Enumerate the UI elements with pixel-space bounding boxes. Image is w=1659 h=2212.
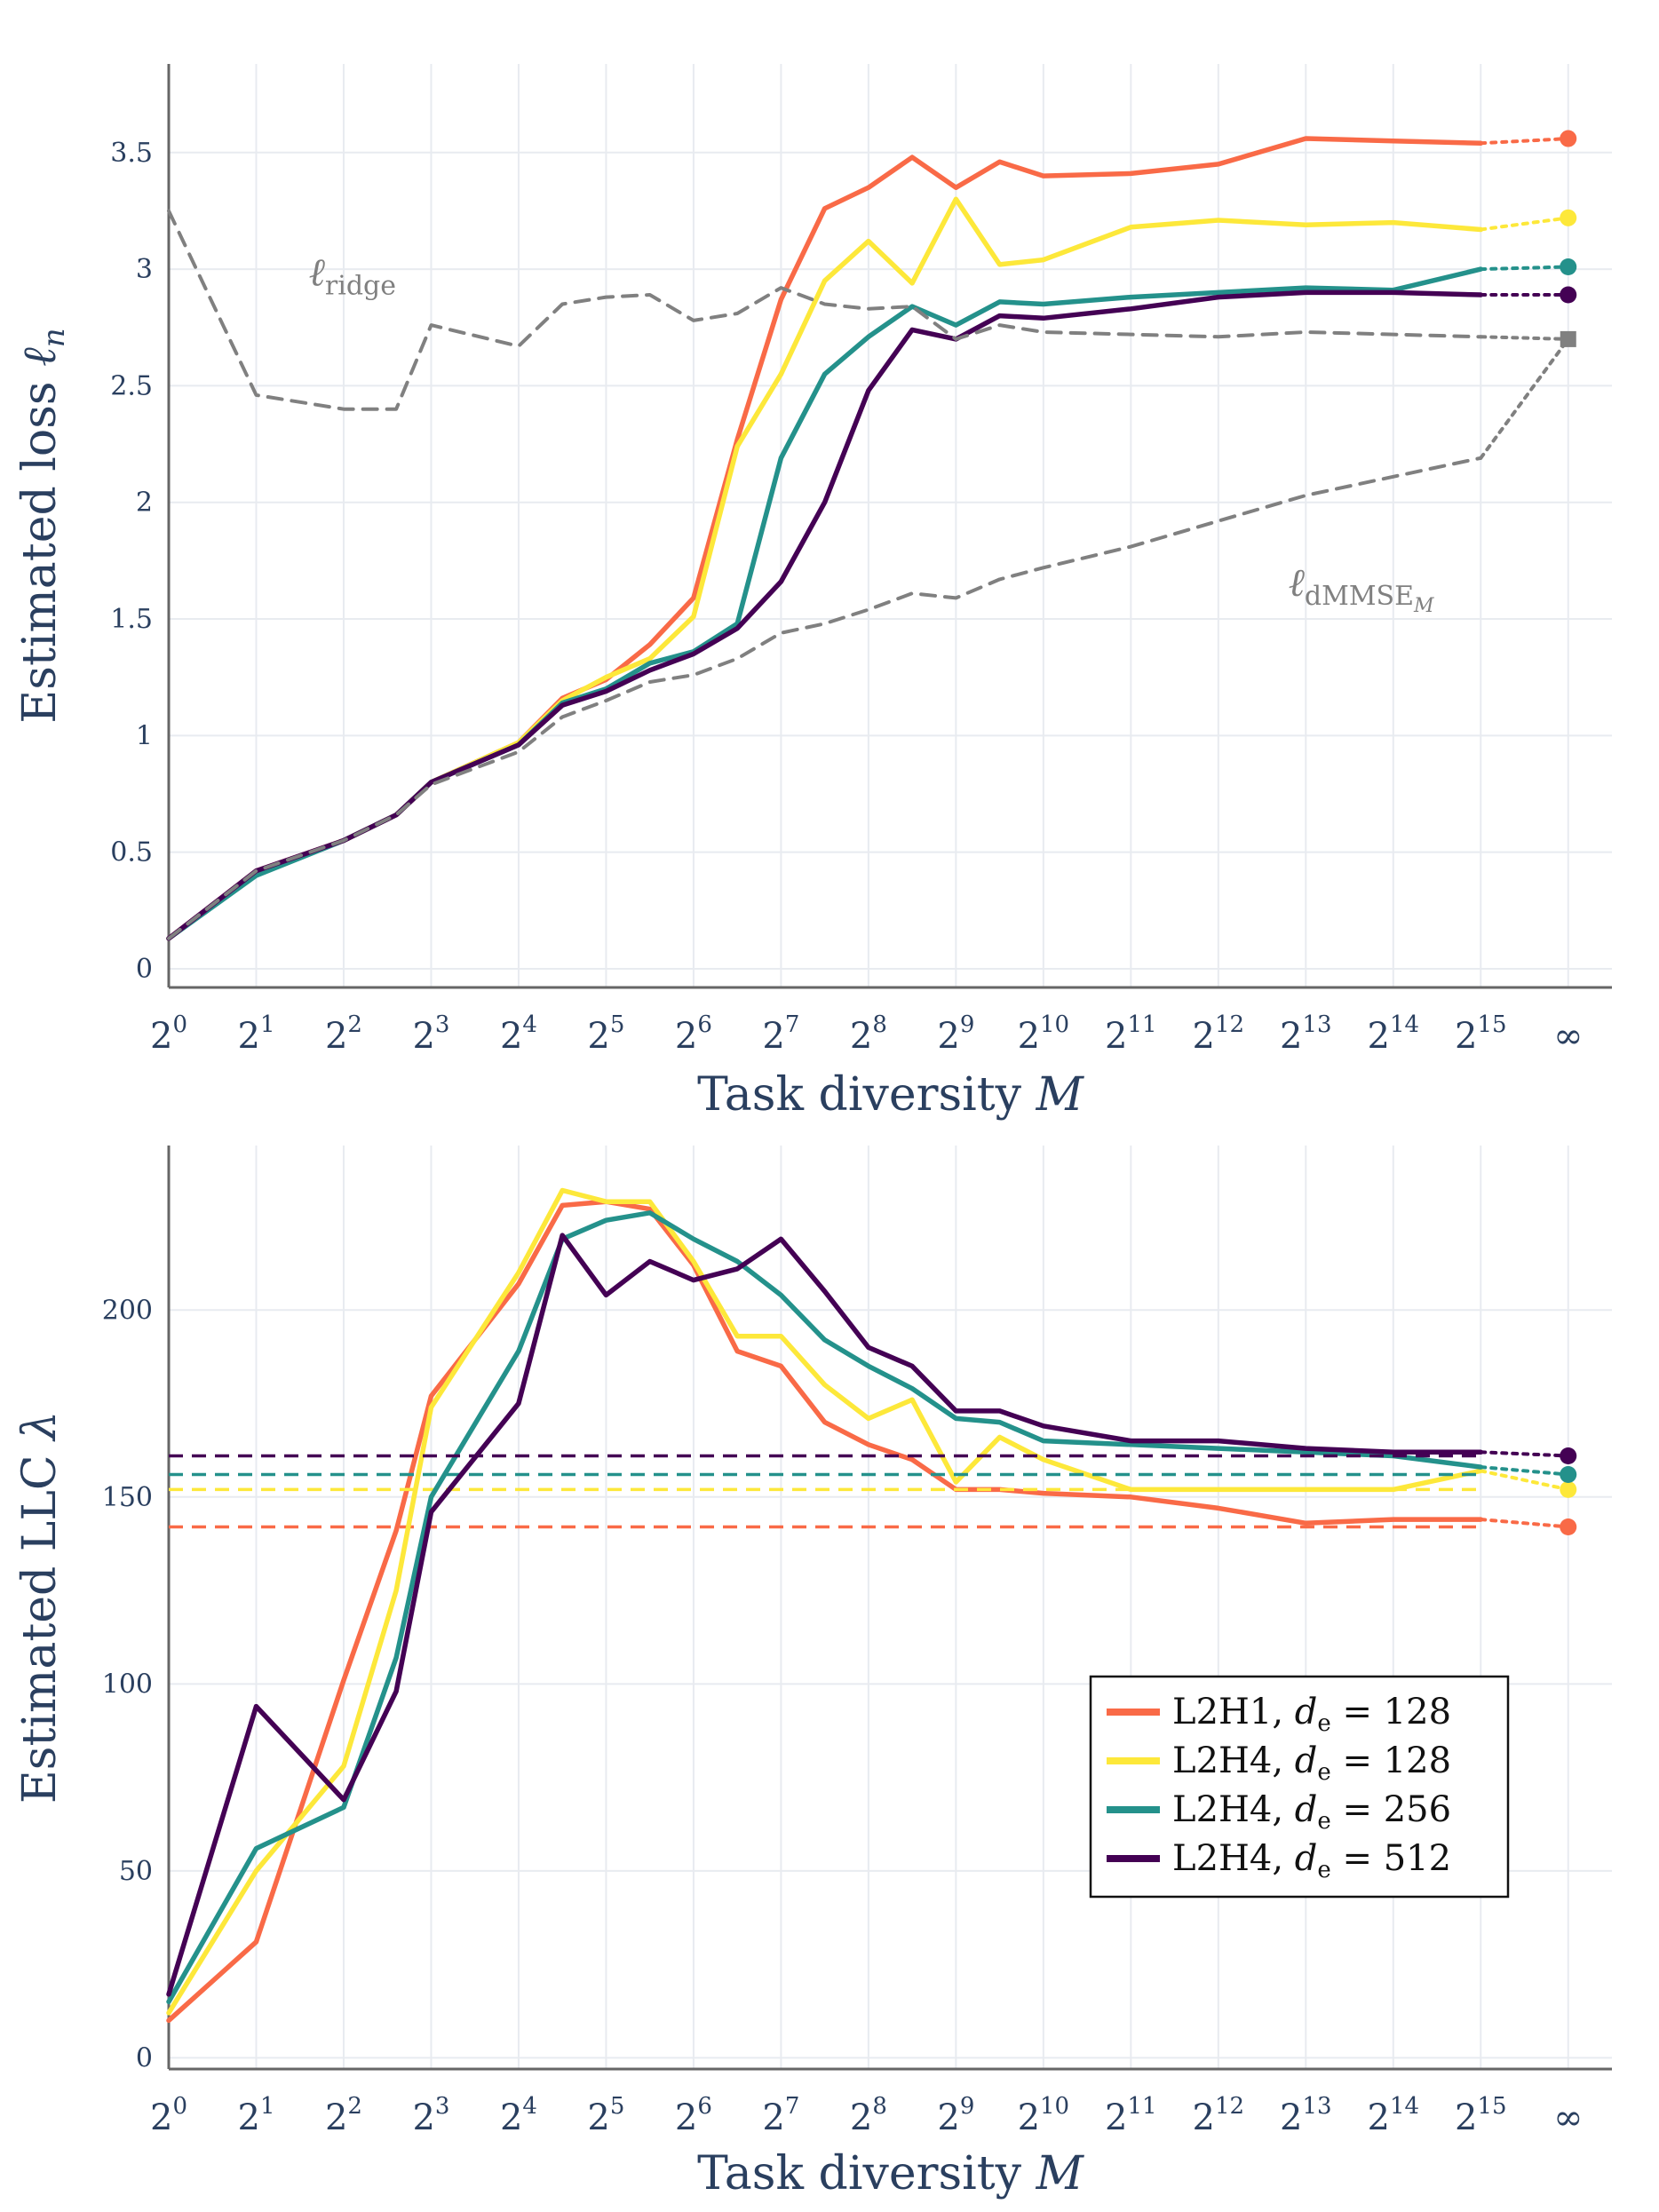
limit-marker (1560, 1480, 1577, 1498)
x-tick-label: 22 (325, 2093, 362, 2138)
y-axis-title: Estimated LLC λ (13, 1411, 67, 1804)
x-tick-label: 25 (587, 1011, 624, 1057)
y-tick-label: 3 (136, 254, 153, 285)
x-tick-label: 26 (675, 2093, 712, 2138)
x-tick-label: 215 (1455, 2093, 1507, 2138)
y-tick-label: 200 (102, 1295, 153, 1326)
x-tick-label: 213 (1280, 2093, 1332, 2138)
y-tick-label: 3.5 (110, 138, 153, 169)
llc-panel: 0 50 100 150 200 20 21 22 23 24 25 26 27 28 29 210 211 21… (13, 1146, 1612, 2200)
x-tick-label: 213 (1280, 1011, 1332, 1057)
x-tick-label: 26 (675, 1011, 712, 1057)
x-tick-label: 20 (150, 2093, 187, 2138)
limit-marker (1560, 258, 1577, 275)
x-tick-label: 27 (762, 2093, 799, 2138)
gridlines (168, 1146, 1612, 2069)
x-tick-label: ∞ (1553, 1016, 1583, 1057)
y-tick-label: 1 (136, 720, 153, 751)
y-tick-label: 0 (136, 954, 153, 985)
limit-marker (1560, 286, 1577, 304)
y-tick-label: 100 (102, 1669, 153, 1700)
dmmse-label: ℓdMMSEM (1289, 560, 1434, 617)
limit-extension (1479, 1469, 1570, 1492)
y-tick-label: 2 (136, 488, 153, 519)
gridlines (168, 64, 1612, 987)
y-tick-label: 0.5 (110, 837, 153, 868)
legend-label: L2H4, de = 256 (1172, 1789, 1451, 1835)
series-line (167, 456, 1483, 940)
limit-marker (1560, 209, 1577, 226)
y-axis-title: Estimated loss ℓn (13, 328, 72, 723)
limit-extension (1479, 1465, 1570, 1477)
limit-marker (1560, 1447, 1577, 1464)
ridge-label: ℓridge (309, 250, 396, 301)
legend-label: L2H4, de = 512 (1172, 1838, 1451, 1883)
x-tick-label: 211 (1105, 1011, 1157, 1057)
x-tick-label: 210 (1018, 1011, 1070, 1057)
series-line (166, 1187, 1484, 2016)
x-tick-label: 214 (1368, 1011, 1420, 1057)
series-line (166, 1233, 1484, 1997)
x-tick-label: 21 (237, 1011, 274, 1057)
x-axis-title: Task diversity M (697, 1068, 1084, 1122)
y-tick-label: 2.5 (110, 370, 153, 401)
legend-label: L2H1, de = 128 (1172, 1692, 1451, 1737)
x-tick-label: 28 (850, 2093, 887, 2138)
limit-extension (1479, 137, 1570, 146)
limit-extension (1479, 216, 1570, 232)
series-group (166, 1187, 1577, 2024)
y-tick-label: 1.5 (110, 604, 153, 635)
limit-extension (1479, 265, 1570, 272)
x-tick-label: 212 (1193, 1011, 1245, 1057)
series-group (166, 130, 1577, 941)
limit-marker (1560, 1466, 1577, 1484)
x-tick-label: 25 (587, 2093, 624, 2138)
x-tick-label: 210 (1018, 2093, 1070, 2138)
x-tick-label: 29 (937, 1011, 974, 1057)
series-line (166, 1199, 1484, 2024)
series-line (167, 209, 1483, 411)
x-axis-title: Task diversity M (697, 2147, 1084, 2200)
limit-extension (1479, 337, 1570, 460)
x-tick-label: 28 (850, 1011, 887, 1057)
y-tick-label: 50 (119, 1856, 153, 1887)
x-tick-label: 212 (1193, 2093, 1245, 2138)
x-tick-label: 23 (412, 2093, 449, 2138)
x-tick-label: 214 (1368, 2093, 1420, 2138)
x-tick-label: 24 (500, 1011, 537, 1057)
y-tick-label: 150 (102, 1482, 153, 1513)
limit-extension (1479, 1450, 1570, 1458)
limit-extension (1479, 1518, 1570, 1529)
x-tick-label: 24 (500, 2093, 537, 2138)
x-tick-label: 23 (412, 1011, 449, 1057)
baseline-limit-marker (1560, 330, 1576, 347)
x-tick-label: 27 (762, 1011, 799, 1057)
x-tick-label: 215 (1455, 1011, 1507, 1057)
legend-box (1089, 1675, 1510, 1899)
x-tick-label: 211 (1105, 2093, 1157, 2138)
x-tick-label: 20 (150, 1011, 187, 1057)
legend-label: L2H4, de = 128 (1172, 1740, 1451, 1786)
limit-marker (1560, 130, 1577, 147)
limit-extension (1479, 335, 1570, 341)
y-tick-label: 0 (136, 2042, 153, 2073)
series-line (166, 1210, 1484, 2004)
x-tick-label: 21 (237, 2093, 274, 2138)
x-tick-label: 29 (937, 2093, 974, 2138)
x-tick-label: ∞ (1553, 2097, 1583, 2138)
loss-panel: 0 0.5 1 1.5 2 2.5 3 3.5 20 21 22 23 24 25 26 27 28 29 210 2… (13, 64, 1612, 1122)
limit-marker (1560, 1518, 1577, 1535)
x-tick-label: 22 (325, 1011, 362, 1057)
